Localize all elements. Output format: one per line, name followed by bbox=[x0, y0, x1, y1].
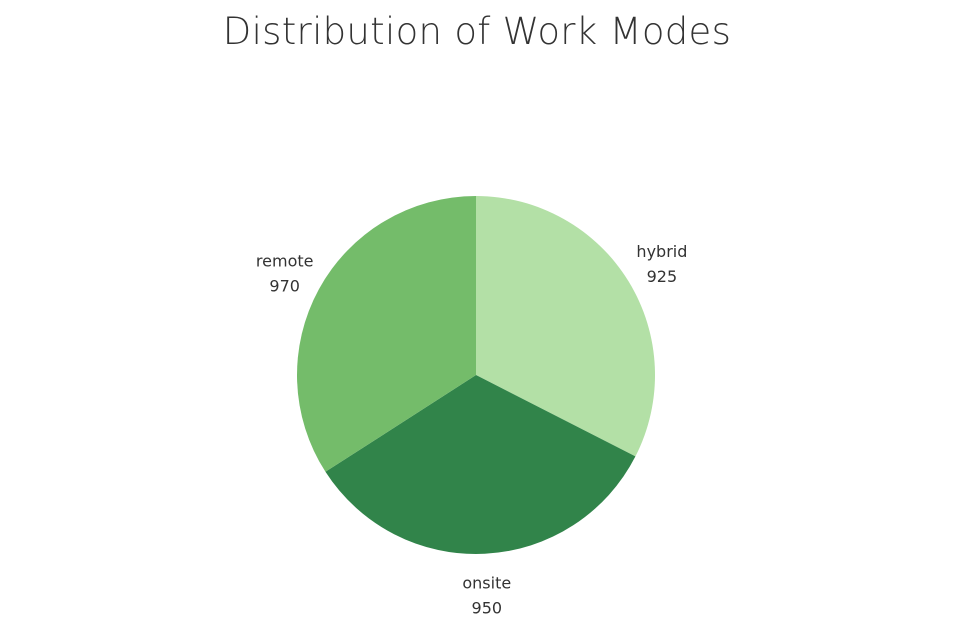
slice-value-remote: 970 bbox=[269, 277, 300, 296]
slice-value-onsite: 950 bbox=[472, 599, 503, 618]
slice-value-hybrid: 925 bbox=[647, 267, 678, 286]
slice-label-remote: remote bbox=[256, 252, 314, 271]
pie-slice-onsite bbox=[325, 375, 636, 554]
chart-title: Distribution of Work Modes bbox=[222, 10, 732, 53]
pie-slices bbox=[297, 196, 655, 554]
pie-slice-remote bbox=[297, 196, 476, 472]
slice-label-onsite: onsite bbox=[462, 574, 511, 593]
pie-labels: hybrid 925 onsite 950 remote 970 bbox=[256, 242, 687, 618]
slice-label-hybrid: hybrid bbox=[636, 242, 687, 261]
pie-slice-hybrid bbox=[476, 196, 655, 457]
